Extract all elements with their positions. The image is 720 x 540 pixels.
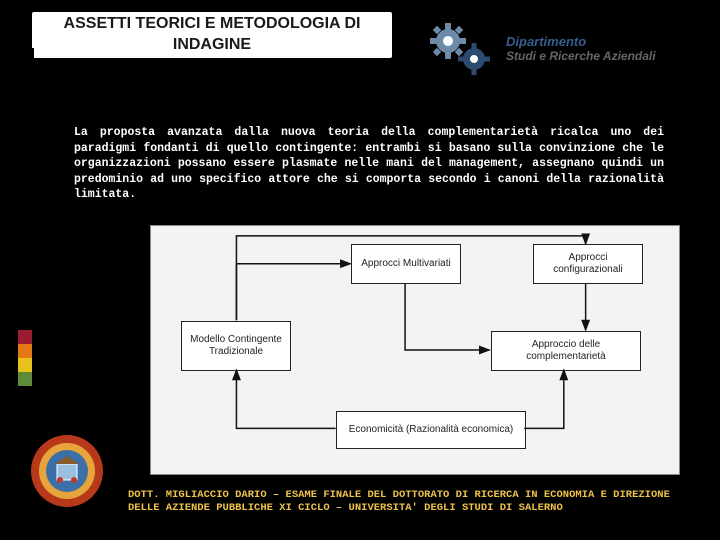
node-configuraz: Approcci configurazionali <box>533 244 643 284</box>
gear-icon <box>420 19 500 79</box>
node-complementarieta: Approccio delle complementarietà <box>491 331 641 371</box>
logo-line1: Dipartimento <box>506 35 656 49</box>
title-area: ASSETTI TEORICI E METODOLOGIA DI INDAGIN… <box>32 12 392 58</box>
body-paragraph: La proposta avanzata dalla nuova teoria … <box>74 125 664 203</box>
node-economicita: Economicità (Razionalità economica) <box>336 411 526 449</box>
page-title: ASSETTI TEORICI E METODOLOGIA DI INDAGIN… <box>32 12 392 58</box>
node-contingente: Modello Contingente Tradizionale <box>181 321 291 371</box>
strip-1 <box>18 344 32 358</box>
node-multivariati: Approcci Multivariati <box>351 244 461 284</box>
footer-text: DOTT. MIGLIACCIO DARIO – ESAME FINALE DE… <box>128 489 688 516</box>
diagram: Approcci Multivariati Approcci configuraz… <box>150 225 680 475</box>
logo-text: Dipartimento Studi e Ricerche Aziendali <box>506 35 656 62</box>
color-strip <box>18 330 32 386</box>
strip-0 <box>18 330 32 344</box>
logo-line2: Studi e Ricerche Aziendali <box>506 50 656 63</box>
department-logo: Dipartimento Studi e Ricerche Aziendali <box>420 14 690 84</box>
strip-3 <box>18 372 32 386</box>
strip-2 <box>18 358 32 372</box>
decoration-box <box>18 48 34 66</box>
university-crest-icon <box>30 434 104 508</box>
